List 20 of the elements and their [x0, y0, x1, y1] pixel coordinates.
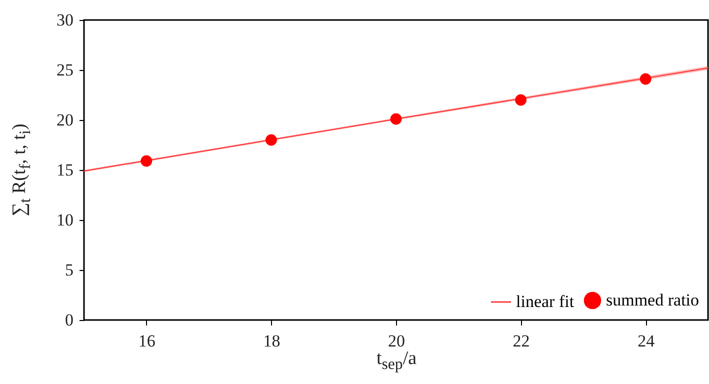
x-tick-label: 22: [512, 332, 530, 350]
point: [515, 94, 527, 106]
point: [265, 134, 277, 146]
y-tick-label: 5: [65, 260, 74, 280]
x-tick-label: 18: [263, 332, 280, 350]
y-tick-label: 15: [56, 160, 74, 180]
point: [640, 73, 652, 85]
point: [140, 155, 152, 167]
x-tick-label: 20: [388, 332, 405, 350]
y-tick-label: 0: [65, 310, 74, 330]
y-tick-label: 20: [56, 110, 74, 130]
x-axis-title: t$_{sep}$/a: [376, 348, 417, 373]
x-tick-label: 16: [138, 332, 156, 350]
y-tick-label: 30: [56, 10, 74, 30]
legend-label: summed ratio: [606, 290, 700, 310]
legend-label: linear fit: [516, 292, 574, 311]
y-tick-label: 10: [56, 210, 74, 230]
x-tick-label: 24: [638, 332, 656, 350]
y-tick-label: 25: [56, 60, 74, 80]
point: [390, 113, 402, 125]
